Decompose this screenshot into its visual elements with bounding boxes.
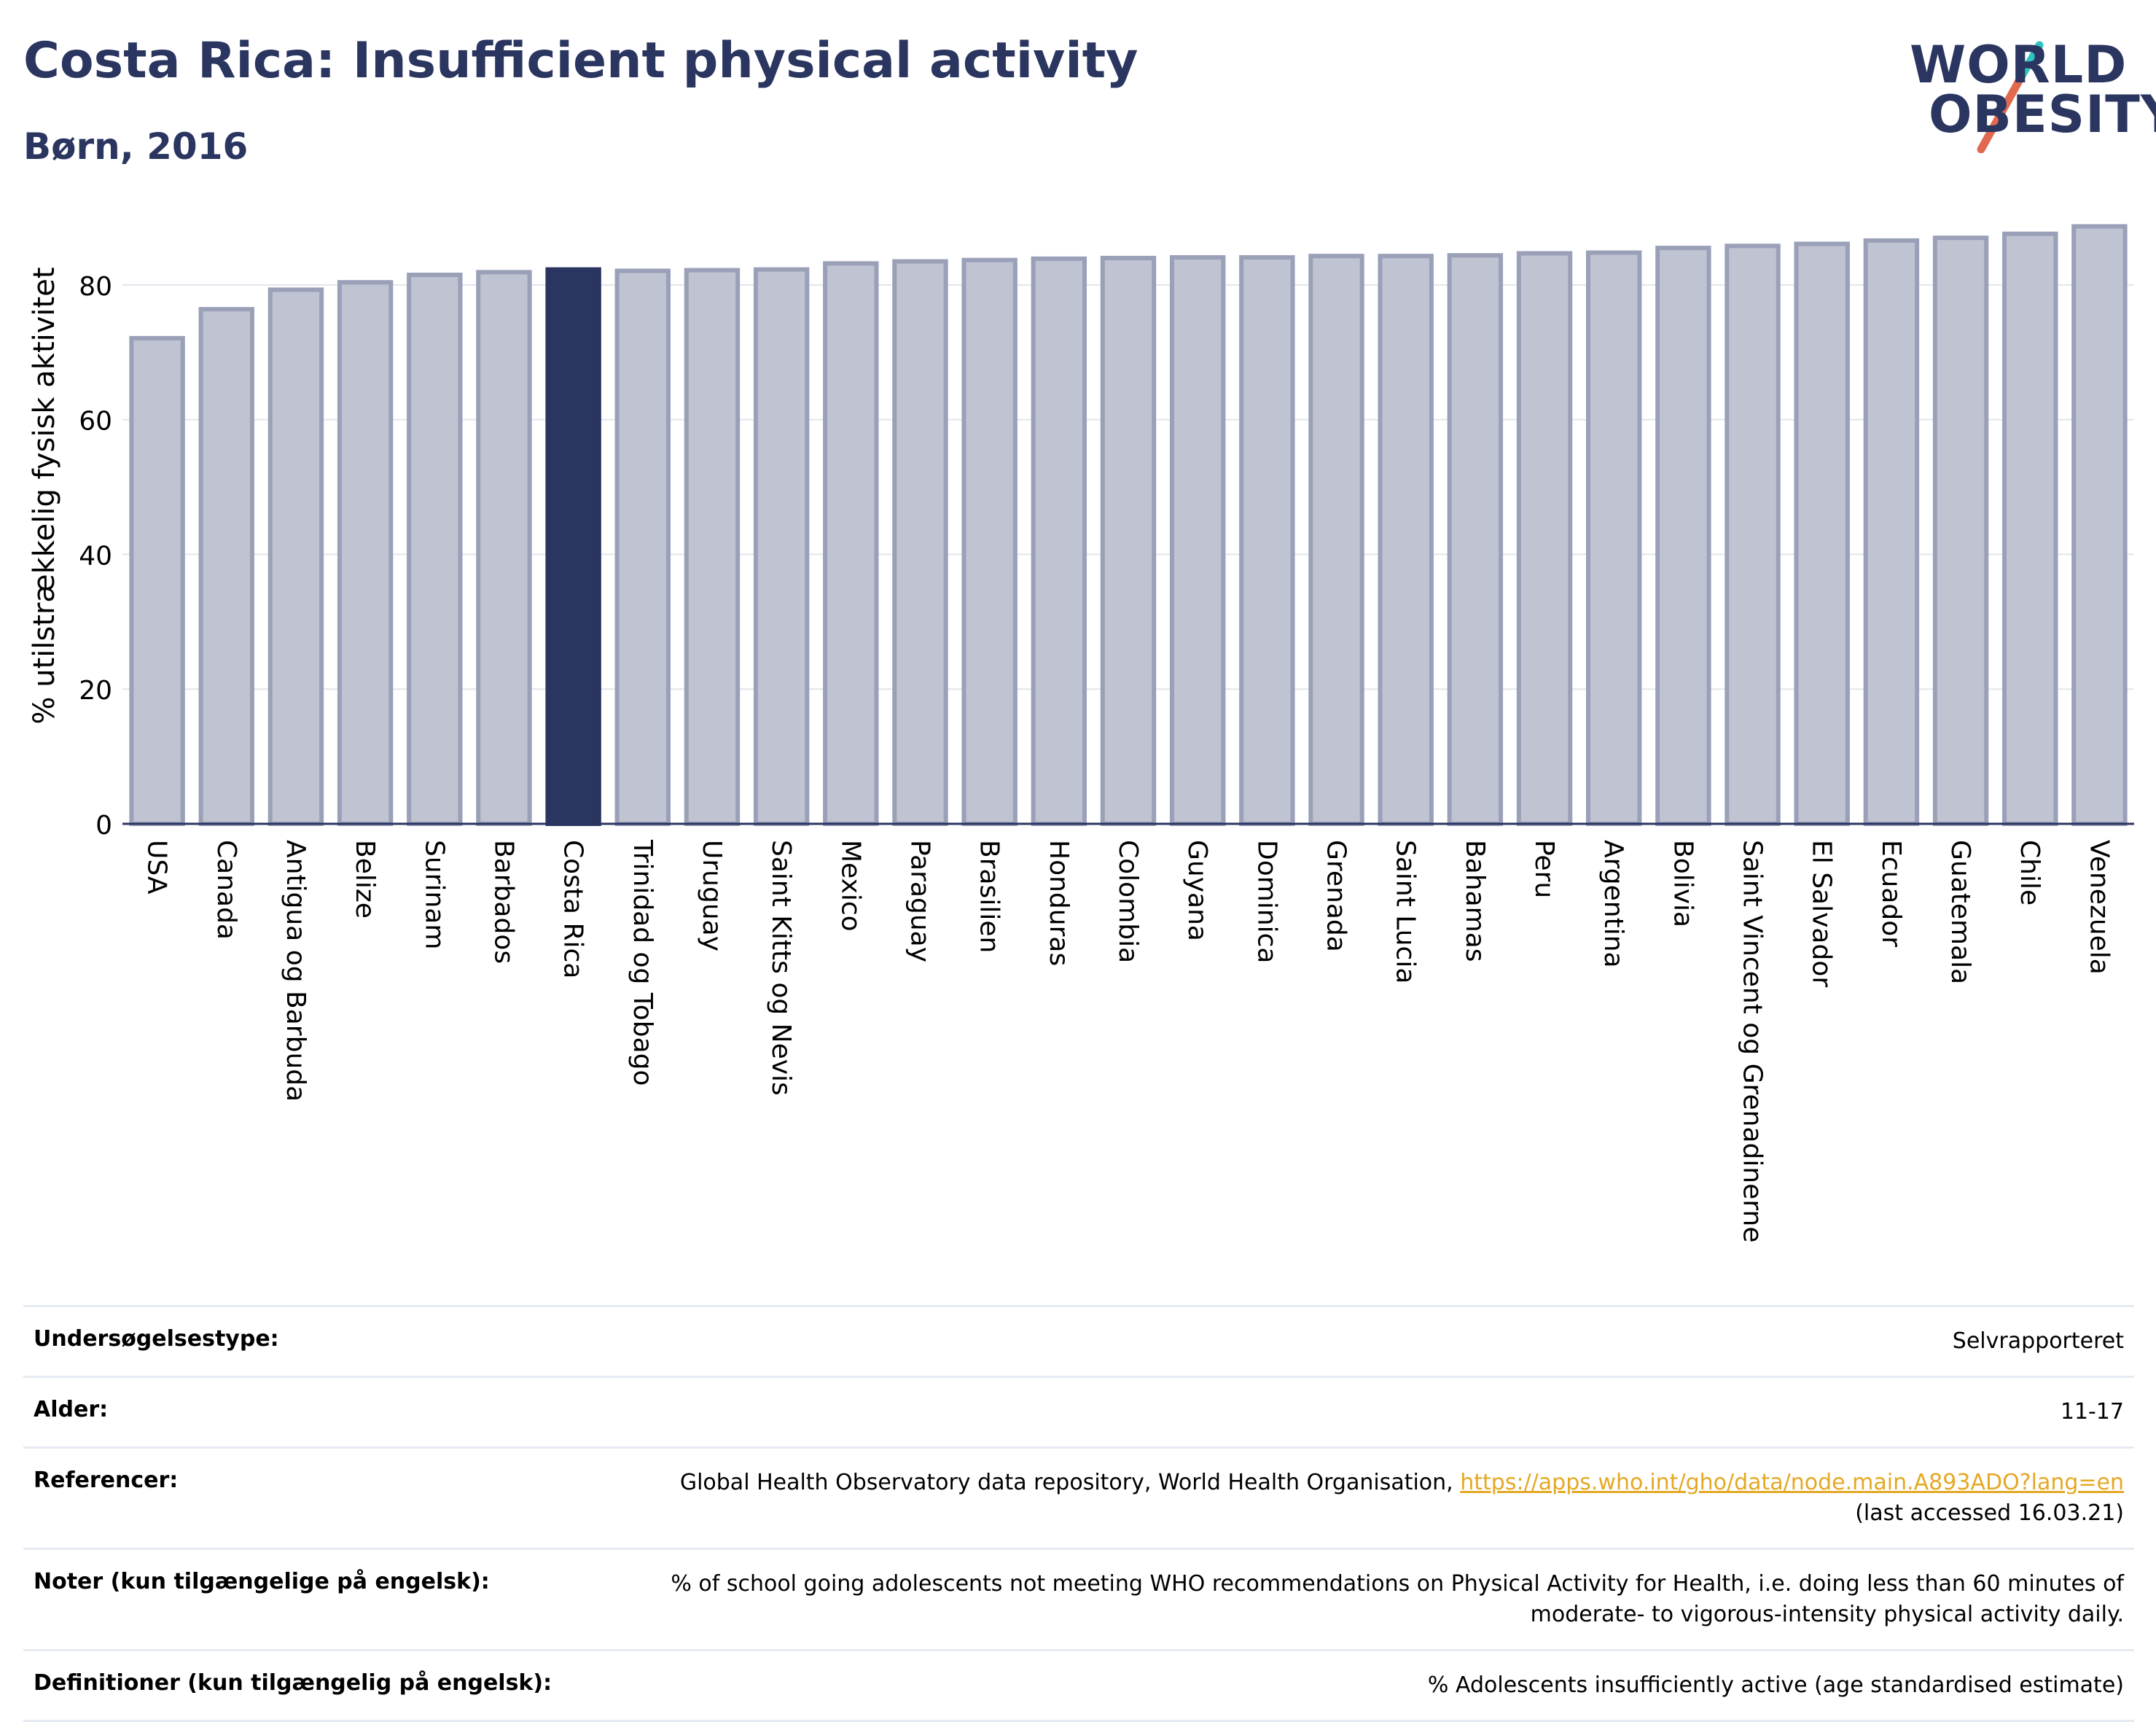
x-tick-label: Saint Lucia xyxy=(1391,840,1421,983)
reference-link[interactable]: https://apps.who.int/gho/data/node.main.… xyxy=(1460,1470,2124,1495)
bar[interactable] xyxy=(1794,241,1850,826)
meta-value: Selvrapporteret xyxy=(1953,1326,2124,1357)
meta-row: Referencer: Global Health Observatory dat… xyxy=(23,1446,2134,1548)
bar[interactable] xyxy=(684,268,741,827)
bar[interactable] xyxy=(1100,255,1157,827)
bar[interactable] xyxy=(1378,254,1434,826)
bar[interactable] xyxy=(129,335,185,826)
x-tick-label: Ecuador xyxy=(1876,840,1906,947)
x-tick-label: USA xyxy=(142,840,172,895)
meta-value-text: % of school going adolescents not meetin… xyxy=(671,1571,2124,1627)
x-tick-layer: USA Canada Antigua og Barbuda Belize Surinam… xyxy=(142,839,2114,1242)
meta-value-text: % Adolescents insufficiently active (age… xyxy=(1427,1672,2124,1698)
x-tick-label: Grenada xyxy=(1321,840,1351,952)
bar[interactable] xyxy=(753,267,810,826)
chart-title: Costa Rica: Insufficient physical activi… xyxy=(23,32,1138,90)
x-tick-label: Argentina xyxy=(1598,840,1628,968)
x-tick-label: Honduras xyxy=(1044,840,1074,966)
y-tick-layer: 0 20 40 60 80 xyxy=(79,272,112,841)
meta-row: Undersøgelsestype: Selvrapporteret xyxy=(23,1305,2134,1376)
meta-value: % Adolescents insufficiently active (age… xyxy=(1428,1670,2124,1701)
x-tick-label: Saint Kitts og Nevis xyxy=(766,840,796,1096)
bar[interactable] xyxy=(823,261,879,827)
bar[interactable] xyxy=(961,257,1018,827)
logo-line-world: WORLD xyxy=(1910,35,2128,95)
meta-label: Noter (kun tilgængelige på engelsk): xyxy=(34,1569,490,1594)
metadata-table: Undersøgelsestype: Selvrapporteret Alder: 1… xyxy=(23,1305,2134,1722)
y-tick-label: 60 xyxy=(79,407,112,437)
meta-row: Alder: 11-17 xyxy=(23,1376,2134,1446)
bar[interactable] xyxy=(1031,256,1087,826)
meta-label: Definitioner (kun tilgængelig på engelsk… xyxy=(34,1670,552,1696)
meta-value-text: Selvrapporteret xyxy=(1952,1328,2124,1354)
meta-extra: (last accessed 16.03.21) xyxy=(1855,1500,2124,1526)
bar[interactable] xyxy=(1239,254,1295,826)
x-tick-label: Trinidad og Tobago xyxy=(628,839,657,1086)
bar[interactable] xyxy=(1516,251,1573,826)
x-tick-label: Costa Rica xyxy=(558,840,588,978)
bar[interactable] xyxy=(267,287,324,826)
x-tick-label: Belize xyxy=(350,840,380,919)
bar[interactable] xyxy=(198,307,254,826)
bar[interactable] xyxy=(1655,246,1711,827)
meta-label: Alder: xyxy=(34,1397,109,1422)
meta-value: Global Health Observatory data repositor… xyxy=(680,1468,2124,1529)
bar[interactable] xyxy=(1169,254,1226,826)
bar[interactable] xyxy=(476,270,532,826)
logo-slash-icon xyxy=(1977,41,2044,153)
bar[interactable] xyxy=(1932,235,1989,826)
world-obesity-logo: WORLD OBESITY xyxy=(1895,29,2156,153)
logo-line-obesity: OBESITY xyxy=(1929,85,2156,144)
bar[interactable] xyxy=(892,259,948,827)
bar[interactable] xyxy=(2071,224,2128,826)
x-tick-label: Chile xyxy=(2015,840,2044,905)
meta-value: 11-17 xyxy=(2061,1397,2124,1427)
x-tick-label: Antigua og Barbuda xyxy=(281,840,310,1102)
x-tick-label: Bahamas xyxy=(1460,840,1490,962)
x-tick-label: Dominica xyxy=(1251,840,1281,964)
meta-value-text: Global Health Observatory data repositor… xyxy=(679,1470,1453,1495)
y-tick-label: 40 xyxy=(79,541,112,571)
x-tick-label: Barbados xyxy=(488,840,518,964)
x-tick-label: Canada xyxy=(211,840,241,940)
x-tick-label: Surinam xyxy=(419,840,449,949)
y-tick-label: 0 xyxy=(95,811,112,841)
x-tick-label: Bolivia xyxy=(1668,840,1698,927)
x-tick-label: Guyana xyxy=(1182,840,1212,941)
bar[interactable] xyxy=(614,268,671,826)
meta-value: % of school going adolescents not meetin… xyxy=(593,1569,2124,1630)
y-axis-label: % utilstrækkelig fysisk aktivitet xyxy=(28,267,61,724)
y-tick-label: 80 xyxy=(79,272,112,302)
bar[interactable] xyxy=(407,273,463,826)
x-tick-label: Guatemala xyxy=(1945,840,1975,984)
x-tick-label: Paraguay xyxy=(905,840,934,962)
chart-subtitle: Børn, 2016 xyxy=(23,125,249,168)
x-tick-label: Saint Vincent og Grenadinerne xyxy=(1738,840,1768,1242)
bar[interactable] xyxy=(337,280,394,827)
bar[interactable] xyxy=(1447,253,1504,826)
meta-row: Definitioner (kun tilgængelig på engelsk… xyxy=(23,1649,2134,1722)
bar[interactable] xyxy=(2002,231,2058,826)
bar[interactable] xyxy=(1725,244,1781,827)
meta-row: Noter (kun tilgængelige på engelsk): % of… xyxy=(23,1548,2134,1649)
x-tick-label: Peru xyxy=(1529,840,1559,898)
x-tick-label: Mexico xyxy=(835,840,865,932)
y-tick-label: 20 xyxy=(79,676,112,706)
x-tick-label: Colombia xyxy=(1113,840,1143,963)
bar[interactable] xyxy=(1585,250,1642,826)
x-tick-label: Brasilien xyxy=(975,840,1004,953)
meta-label: Undersøgelsestype: xyxy=(34,1326,279,1352)
bar-highlight[interactable] xyxy=(545,267,601,826)
meta-label: Referencer: xyxy=(34,1468,179,1493)
x-tick-label: Venezuela xyxy=(2084,840,2114,975)
x-tick-label: Uruguay xyxy=(697,840,727,951)
meta-value-text: 11-17 xyxy=(2060,1399,2124,1425)
x-tick-label: El Salvador xyxy=(1807,840,1837,987)
bar-chart: 0 20 40 60 80 USA Canada Antigua og Barbuda Bel… xyxy=(28,224,2134,1242)
bar[interactable] xyxy=(1863,238,1920,826)
bar-layer xyxy=(129,224,2128,827)
bar[interactable] xyxy=(1308,254,1364,826)
